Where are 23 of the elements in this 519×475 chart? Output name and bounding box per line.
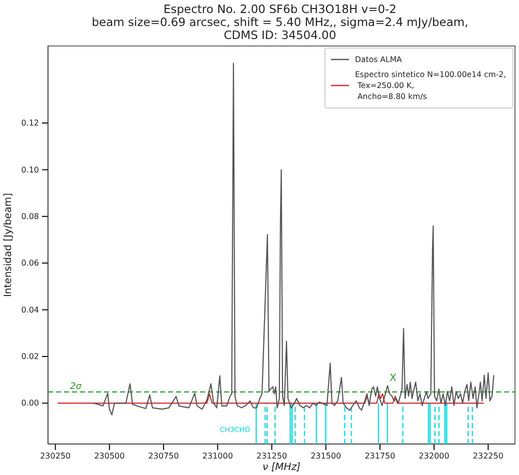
y-tick-label: 0.08	[21, 212, 39, 221]
x-axis-title: ν [MHz]	[262, 462, 301, 473]
x-tick-label: 230500	[94, 452, 125, 461]
y-axis-title: Intensidad [Jy/beam]	[3, 192, 14, 298]
x-tick-label: 231750	[364, 452, 396, 461]
y-tick-label: 0.02	[21, 352, 39, 362]
x-tick-label: 231500	[310, 452, 342, 461]
line-series	[56, 393, 484, 404]
y-tick-label: 0.06	[21, 258, 39, 268]
annotation: X	[390, 373, 397, 384]
y-tick-label: 0.12	[21, 118, 39, 128]
x-tick-label: 231000	[202, 452, 233, 461]
y-tick-label: 0.00	[21, 398, 39, 408]
x-tick-label: 232250	[472, 452, 504, 461]
y-tick-label: 0.10	[21, 165, 39, 174]
chart-title: Espectro No. 2.00 SF6b CH3O18H v=0-2	[163, 2, 397, 16]
x-tick-label: 231250	[256, 452, 288, 461]
y-tick-label: 0.04	[21, 305, 39, 314]
ref-line-label: 2σ	[70, 382, 82, 392]
x-tick-label: 230750	[148, 452, 179, 461]
chart-subtitle: beam size=0.69 arcsec, shift = 5.40 MHz,, sigma=2.4 mJy/beam, CDMS ID: 34504.00	[92, 15, 468, 42]
x-tick-label: 232000	[418, 452, 450, 461]
x-tick-label: 230250	[40, 452, 71, 461]
